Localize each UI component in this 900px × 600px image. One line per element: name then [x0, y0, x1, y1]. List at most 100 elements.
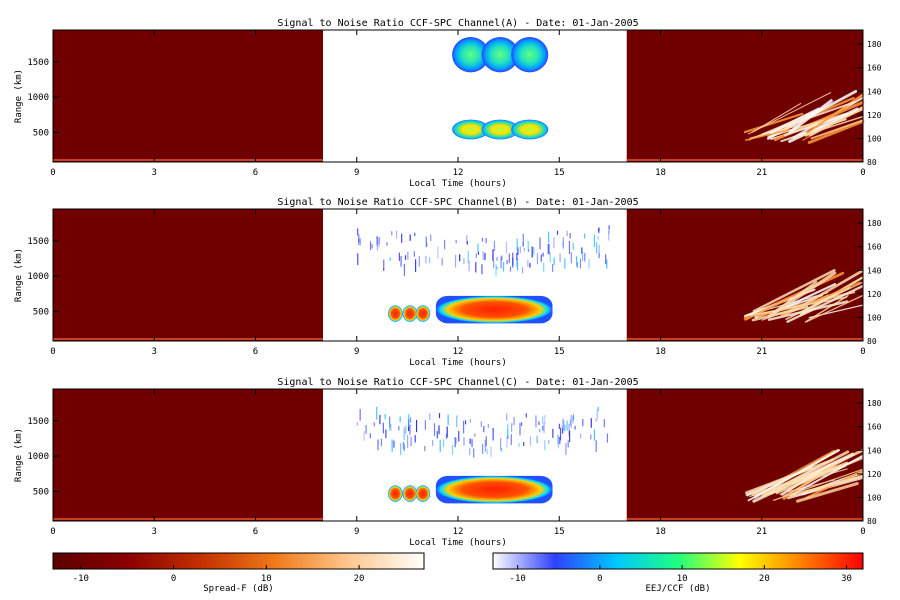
echo-streak	[398, 252, 400, 261]
echo-streak	[562, 423, 565, 430]
echo-streak	[369, 241, 372, 251]
echo-streak	[519, 246, 521, 254]
echo-streak	[511, 423, 513, 427]
echo-blob	[435, 475, 553, 504]
plume-streak	[751, 305, 809, 322]
echo-streak	[371, 244, 373, 249]
echo-streak	[469, 438, 471, 444]
colorbar-label: Spread-F (dB)	[203, 584, 273, 594]
echo-streak	[570, 415, 572, 428]
echo-streak	[395, 230, 398, 239]
echo-streak	[564, 424, 566, 432]
echo-streak	[507, 435, 509, 439]
echo-streak	[408, 414, 410, 428]
echo-streak	[579, 258, 582, 269]
upper-echo-streaks	[356, 406, 609, 458]
echo-streak	[564, 258, 566, 269]
x-tick-label: 3	[152, 168, 157, 178]
echo-streak	[582, 419, 584, 427]
echo-streak	[485, 238, 487, 244]
echo-streak	[527, 241, 529, 249]
plume-streak	[796, 115, 864, 139]
y2-tick-label: 180	[867, 219, 882, 228]
echo-streak	[500, 256, 502, 269]
echo-streak	[565, 443, 567, 455]
plume-streak	[745, 458, 835, 495]
plume-streak	[806, 93, 864, 134]
echo-streak	[544, 414, 546, 425]
echo-streak	[510, 424, 513, 432]
echo-streak	[536, 435, 538, 443]
echo-streak	[580, 433, 582, 439]
echo-streak	[378, 237, 381, 245]
echo-streak	[428, 256, 431, 264]
echo-streak	[519, 422, 521, 436]
plume-streak	[785, 286, 851, 321]
echo-streak	[463, 437, 465, 446]
y2-tick-label: 120	[867, 111, 882, 120]
echo-streak	[544, 440, 546, 451]
echo-streak	[597, 406, 599, 412]
echo-streak	[553, 237, 555, 249]
plume-streak	[748, 92, 832, 135]
echo-streak	[378, 237, 380, 247]
echo-streak	[466, 240, 468, 245]
y2-tick-label: 160	[867, 423, 882, 432]
y-tick-label: 1500	[27, 237, 49, 247]
echo-streak	[508, 253, 510, 263]
spread-f-plumes	[745, 448, 865, 503]
echo-streak	[403, 443, 405, 452]
upper-echo-streaks	[357, 225, 610, 277]
echo-streak	[521, 422, 523, 426]
echo-streak	[552, 428, 554, 438]
echo-streak	[376, 238, 379, 251]
y2-tick-label: 160	[867, 243, 882, 252]
echo-streak	[401, 233, 403, 243]
echo-streak	[584, 252, 586, 262]
plume-streak	[782, 470, 831, 497]
y-tick-label: 1500	[27, 58, 49, 68]
echo-streak	[536, 439, 538, 444]
echo-streak	[576, 261, 579, 268]
x-tick-label: 6	[253, 168, 258, 178]
echo-streak	[390, 424, 392, 431]
plume-streak	[790, 454, 864, 497]
echo-streak	[490, 446, 492, 457]
x-tick-label: 18	[655, 527, 666, 537]
echo-streak	[516, 258, 519, 271]
region-spread-f	[626, 389, 863, 521]
colorbar-tick-label: 10	[261, 574, 272, 584]
echo-streak	[516, 238, 518, 251]
echo-streak	[380, 438, 383, 447]
echo-streak	[454, 254, 457, 268]
y2-tick-label: 80	[867, 517, 877, 526]
echo-streak	[566, 420, 568, 431]
echo-streak	[582, 251, 584, 262]
echo-streak	[570, 252, 572, 264]
y2-tick-label: 180	[867, 399, 882, 408]
colorbar-tick-label: 0	[597, 574, 602, 584]
x-tick-label: 6	[253, 347, 258, 357]
echo-streak	[369, 433, 371, 439]
heatmap-panel: 0 3 6 9 12 15 18 21 0 500 1000 1500 80 100 120 140 160 18…	[14, 197, 882, 368]
echo-streak	[553, 257, 555, 265]
echo-streak	[477, 243, 479, 252]
echo-streak	[572, 243, 574, 250]
echo-streak	[539, 237, 541, 250]
echo-streak	[557, 435, 559, 448]
spread-f-plumes	[743, 269, 865, 323]
echo-streak	[359, 238, 362, 246]
echo-streak	[407, 251, 409, 261]
plume-streak	[772, 468, 864, 501]
echo-streak	[548, 440, 550, 444]
echo-streak	[445, 434, 448, 439]
plume-streak	[810, 119, 864, 140]
echo-blob	[388, 305, 403, 322]
echo-streak	[474, 433, 476, 437]
x-tick-label: 0	[50, 347, 55, 357]
plume-streak	[780, 463, 831, 496]
y-tick-label: 1000	[27, 93, 49, 103]
echo-streak	[437, 246, 439, 259]
plume-streak	[786, 284, 865, 323]
echo-streak	[391, 439, 393, 453]
